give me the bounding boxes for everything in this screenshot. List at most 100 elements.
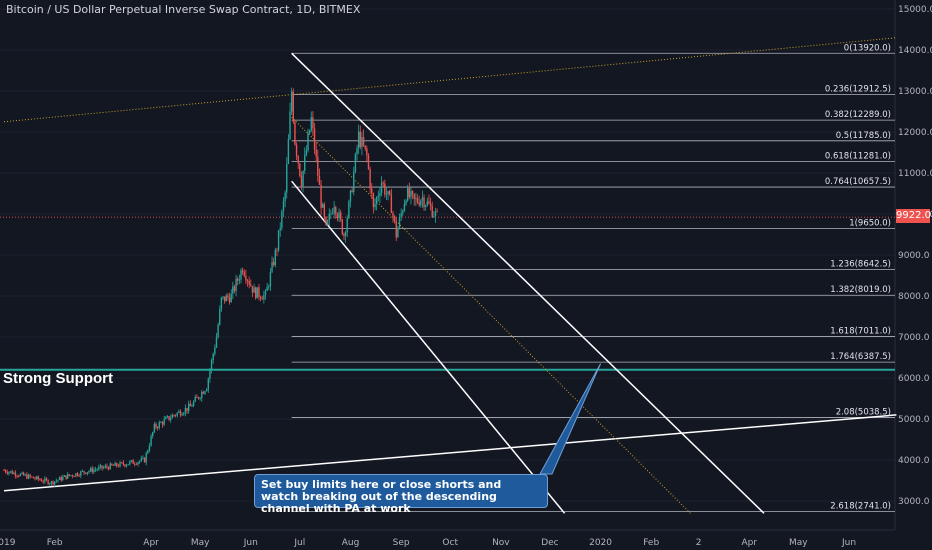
rising-support-line[interactable] [3, 414, 897, 492]
candle-body [62, 476, 64, 481]
candle-body [387, 191, 389, 194]
candle-body [343, 234, 345, 236]
candle-body [392, 212, 394, 216]
candle-body [34, 478, 36, 480]
candle-body [333, 207, 335, 214]
candle-body [282, 201, 285, 212]
chart-title: Bitcoin / US Dollar Perpetual Inverse Sw… [6, 3, 361, 16]
candle-body [81, 471, 84, 472]
candle-body [189, 403, 192, 407]
candle-body [348, 201, 350, 219]
candle-body [330, 213, 332, 215]
candle-body [300, 176, 303, 188]
candle-body [255, 287, 257, 299]
candle-body [402, 211, 404, 214]
candle-body [228, 297, 231, 303]
candle-body [31, 476, 33, 478]
candle-body [171, 415, 174, 419]
candle-body [120, 462, 123, 464]
candle-body [122, 462, 125, 465]
candle-body [424, 205, 427, 208]
candle-body [339, 212, 342, 220]
candle-body [98, 467, 100, 470]
candle-body [286, 163, 288, 193]
candle-body [357, 131, 360, 149]
candle-body [287, 139, 290, 164]
candle-body [380, 182, 383, 194]
candle-body [225, 295, 227, 302]
x-tick-label: Jun [841, 538, 856, 548]
candle-body [259, 296, 262, 299]
candle-body [132, 460, 134, 464]
annotation-callout[interactable]: Set buy limits here or close shorts and … [254, 474, 548, 515]
y-tick-label: 13000.0 [898, 87, 932, 97]
candle-body [410, 191, 412, 198]
candle-body [384, 183, 386, 195]
price-scale[interactable] [895, 0, 932, 550]
channel-mid-line[interactable] [291, 116, 691, 514]
x-tick-label: 2 [696, 538, 702, 548]
candle-body [433, 216, 435, 218]
candle-body [217, 324, 219, 338]
y-tick-label: 11000.0 [898, 169, 932, 179]
candle-body [227, 295, 229, 298]
candle-body [68, 474, 71, 476]
candle-body [204, 391, 206, 394]
candle-body [194, 397, 196, 402]
channel-upper-line[interactable] [291, 52, 765, 514]
candle-body [205, 389, 208, 392]
candle-body [411, 191, 414, 194]
candle-body [407, 188, 409, 201]
y-tick-label: 12000.0 [898, 128, 932, 138]
candle-body [202, 392, 205, 394]
candle-body [272, 262, 275, 266]
fib-level-label: 2.08(5038.5) [836, 407, 891, 417]
candle-body [99, 465, 102, 468]
candle-body [29, 474, 31, 477]
candle-body [361, 137, 363, 148]
candle-body [24, 474, 26, 476]
y-tick-label: 14000.0 [898, 46, 932, 56]
candle-body [367, 155, 370, 169]
candle-body [230, 293, 232, 303]
candle-body [147, 450, 149, 454]
candle-body [413, 193, 415, 200]
candle-body [178, 411, 180, 413]
candle-body [375, 197, 378, 205]
candle-body [138, 460, 141, 463]
candle-body [160, 422, 162, 424]
candle-body [390, 194, 393, 213]
candle-body [353, 171, 355, 192]
candle-body [18, 475, 20, 477]
current-price-label: 9922.0 [896, 209, 931, 223]
candle-body [318, 176, 321, 185]
candle-body [45, 478, 48, 481]
candle-body [89, 468, 92, 472]
candle-body [27, 474, 30, 479]
candle-body [52, 481, 54, 485]
candle-body [57, 479, 59, 481]
fib-level-label: 0(13920.0) [844, 43, 891, 53]
candle-body [186, 407, 188, 411]
candle-body [416, 198, 419, 203]
candle-body [73, 476, 75, 477]
candle-body [349, 190, 352, 202]
channel-lower-line[interactable] [291, 180, 566, 514]
candle-body [264, 290, 267, 295]
y-tick-label: 15000.0 [898, 5, 932, 15]
candle-body [344, 232, 347, 236]
candle-body [96, 469, 98, 471]
x-tick-label: May [789, 538, 808, 548]
candle-body [398, 217, 401, 228]
candle-body [42, 481, 44, 483]
candle-body [85, 472, 87, 474]
candle-body [6, 472, 8, 474]
candle-body [362, 137, 365, 146]
candle-body [250, 284, 252, 287]
candle-body [431, 205, 433, 218]
candle-body [170, 418, 172, 420]
candle-body [369, 168, 371, 189]
candle-body [434, 211, 437, 217]
